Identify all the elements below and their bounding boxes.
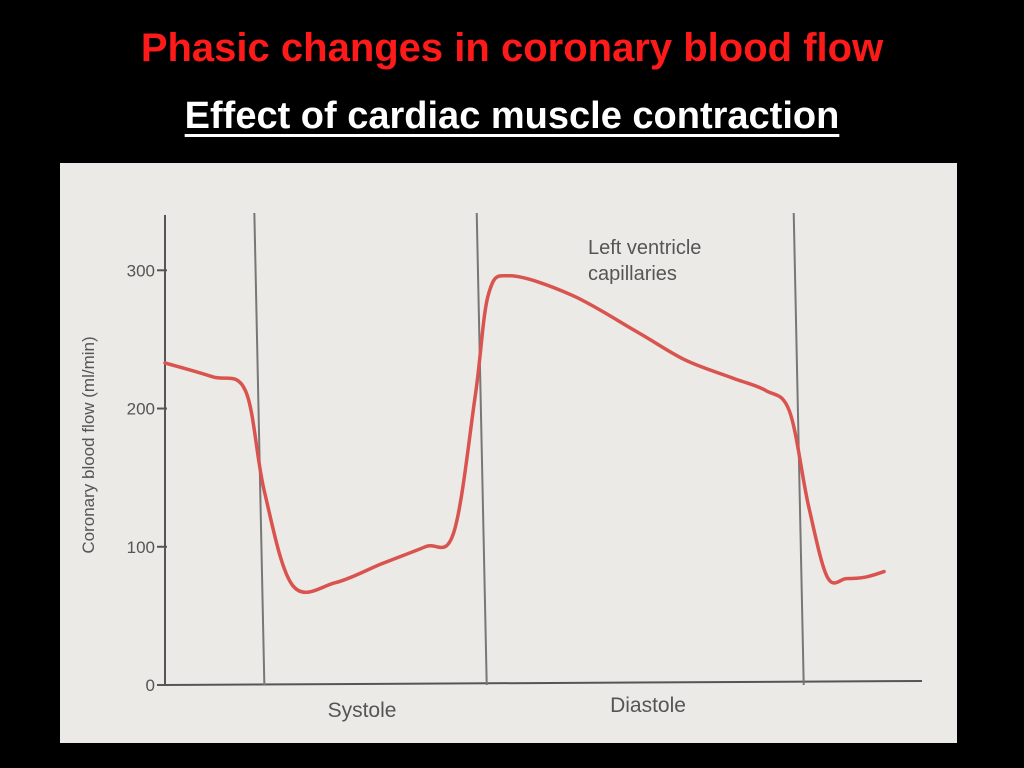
y-ticks: 0 100 200 300: [127, 261, 167, 695]
phase-label-systole: Systole: [328, 699, 397, 722]
slide-subtitle-text: Effect of cardiac muscle contraction: [184, 95, 840, 137]
x-axis: [164, 680, 923, 686]
y-tick-label: 100: [127, 538, 155, 557]
phase-boundary-line: [475, 212, 488, 686]
phase-boundaries: [253, 212, 805, 686]
chart-figure: 0 100 200 300 Coronary blood flow (ml/min) …: [60, 163, 957, 743]
y-tick-label: 200: [127, 400, 155, 419]
phase-label-diastole: Diastole: [610, 694, 686, 717]
phase-boundary-line: [253, 212, 266, 686]
slide-subtitle: Effect of cardiac muscle contraction: [0, 88, 1024, 144]
y-tick-label: 0: [146, 676, 155, 695]
annotation-line-2: capillaries: [588, 263, 677, 285]
flow-curve: [163, 273, 886, 595]
annotation-line-1: Left ventricle: [588, 237, 701, 259]
y-tick-label: 300: [127, 261, 155, 280]
slide-title: Phasic changes in coronary blood flow: [140, 26, 884, 70]
y-axis-label: Coronary blood flow (ml/min): [79, 336, 98, 553]
